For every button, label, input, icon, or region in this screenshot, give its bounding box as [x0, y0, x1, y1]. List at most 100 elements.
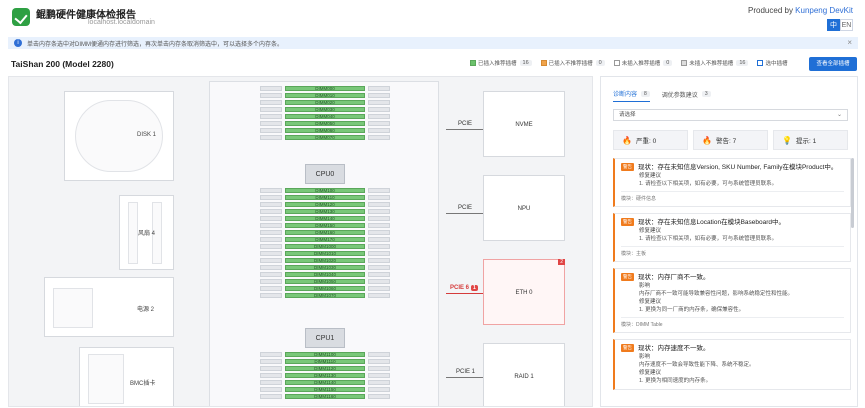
- dimm-slot[interactable]: DIMM1110: [285, 359, 365, 364]
- severity-hint[interactable]: 💡 提示: 1: [773, 130, 848, 150]
- list-item[interactable]: 警告 现状：内存速度不一致。 影响 内存速度不一致会导致性能下降、系统不稳定。 修…: [613, 339, 851, 390]
- pcie-card-nvme[interactable]: NVME: [483, 91, 565, 157]
- dimm-slot[interactable]: DIMM1130: [285, 373, 365, 378]
- dimm-slot[interactable]: DIMM1060: [285, 286, 365, 291]
- dimm-slot-empty[interactable]: [260, 188, 282, 193]
- dimm-slot-empty[interactable]: [260, 394, 282, 399]
- dimm-slot-empty[interactable]: [260, 387, 282, 392]
- dimm-slot-empty[interactable]: [260, 244, 282, 249]
- dimm-slot-empty[interactable]: [368, 202, 390, 207]
- dimm-slot-empty[interactable]: [260, 380, 282, 385]
- dimm-slot[interactable]: DIMM1000: [285, 244, 365, 249]
- dimm-slot-empty[interactable]: [368, 121, 390, 126]
- disk-component[interactable]: DISK 1: [64, 91, 174, 181]
- dimm-slot-empty[interactable]: [368, 209, 390, 214]
- dimm-slot-empty[interactable]: [368, 223, 390, 228]
- dimm-slot-empty[interactable]: [260, 352, 282, 357]
- list-item[interactable]: 警告 现状：内存厂商不一致。 影响 内存厂商不一致可能导致兼容性问题，影响系统稳定…: [613, 268, 851, 333]
- dimm-slot-empty[interactable]: [260, 209, 282, 214]
- tab-diagnosis[interactable]: 诊断内容 8: [613, 89, 650, 102]
- dimm-slot-empty[interactable]: [260, 202, 282, 207]
- dimm-slot-empty[interactable]: [368, 230, 390, 235]
- dimm-slot-empty[interactable]: [368, 279, 390, 284]
- dimm-slot[interactable]: DIMM150: [285, 223, 365, 228]
- dimm-slot-empty[interactable]: [260, 216, 282, 221]
- fan-component[interactable]: 风扇 4: [119, 195, 174, 270]
- dimm-slot-empty[interactable]: [260, 114, 282, 119]
- dimm-slot-empty[interactable]: [368, 286, 390, 291]
- list-item[interactable]: 警告 现状：存在未知信息Location在模块Baseboard中。 修复建议 1…: [613, 213, 851, 262]
- view-all-slots-button[interactable]: 查看全部插槽: [809, 57, 857, 71]
- dimm-slot-empty[interactable]: [260, 86, 282, 91]
- dimm-slot[interactable]: DIMM050: [285, 121, 365, 126]
- dimm-slot-empty[interactable]: [260, 195, 282, 200]
- psu-component[interactable]: 电源 2: [44, 277, 174, 337]
- dimm-slot[interactable]: DIMM160: [285, 230, 365, 235]
- dimm-slot-empty[interactable]: [260, 286, 282, 291]
- dimm-slot-empty[interactable]: [368, 114, 390, 119]
- dimm-slot-empty[interactable]: [368, 93, 390, 98]
- lang-en-button[interactable]: EN: [840, 19, 853, 31]
- dimm-slot-empty[interactable]: [260, 237, 282, 242]
- dimm-slot-empty[interactable]: [260, 128, 282, 133]
- dimm-slot-empty[interactable]: [368, 244, 390, 249]
- dimm-slot-empty[interactable]: [260, 100, 282, 105]
- dimm-slot-empty[interactable]: [368, 293, 390, 298]
- dimm-slot[interactable]: DIMM140: [285, 216, 365, 221]
- dimm-slot-empty[interactable]: [368, 237, 390, 242]
- dimm-slot[interactable]: DIMM1040: [285, 272, 365, 277]
- pcie-card-eth[interactable]: 2 ETH 0: [483, 259, 565, 325]
- dimm-slot-empty[interactable]: [368, 265, 390, 270]
- dimm-slot-empty[interactable]: [368, 394, 390, 399]
- dimm-slot-empty[interactable]: [260, 230, 282, 235]
- dimm-slot-empty[interactable]: [368, 352, 390, 357]
- dimm-slot[interactable]: DIMM1150: [285, 387, 365, 392]
- dimm-slot-empty[interactable]: [368, 387, 390, 392]
- dimm-slot-empty[interactable]: [368, 128, 390, 133]
- dimm-slot[interactable]: DIMM030: [285, 107, 365, 112]
- severity-critical[interactable]: 🔥 严重: 0: [613, 130, 688, 150]
- dimm-slot-empty[interactable]: [260, 272, 282, 277]
- dimm-slot[interactable]: DIMM060: [285, 128, 365, 133]
- dimm-slot[interactable]: DIMM100: [285, 188, 365, 193]
- scrollbar[interactable]: [851, 158, 854, 228]
- pcie-card-raid[interactable]: RAID 1: [483, 343, 565, 406]
- dimm-slot-empty[interactable]: [368, 373, 390, 378]
- dimm-slot-empty[interactable]: [368, 216, 390, 221]
- dimm-slot-empty[interactable]: [260, 135, 282, 140]
- dimm-slot-empty[interactable]: [368, 251, 390, 256]
- cpu1[interactable]: CPU1: [305, 328, 345, 348]
- dimm-slot-empty[interactable]: [260, 121, 282, 126]
- dimm-slot[interactable]: DIMM010: [285, 93, 365, 98]
- dimm-slot[interactable]: DIMM1070: [285, 293, 365, 298]
- dimm-slot[interactable]: DIMM1140: [285, 380, 365, 385]
- list-item[interactable]: 警告 现状：存在未知信息Version, SKU Number, Family在模…: [613, 158, 851, 207]
- dimm-slot-empty[interactable]: [260, 107, 282, 112]
- dimm-slot-empty[interactable]: [260, 366, 282, 371]
- dimm-slot[interactable]: DIMM000: [285, 86, 365, 91]
- severity-warning[interactable]: 🔥 警告: 7: [693, 130, 768, 150]
- cpu0[interactable]: CPU0: [305, 164, 345, 184]
- dimm-slot[interactable]: DIMM1120: [285, 366, 365, 371]
- dimm-slot[interactable]: DIMM1010: [285, 251, 365, 256]
- dimm-slot-empty[interactable]: [368, 107, 390, 112]
- dimm-slot-empty[interactable]: [368, 86, 390, 91]
- tab-tuning[interactable]: 调优参数建议 3: [662, 89, 711, 102]
- dimm-slot-empty[interactable]: [368, 366, 390, 371]
- dimm-slot[interactable]: DIMM1050: [285, 279, 365, 284]
- dimm-slot-empty[interactable]: [368, 272, 390, 277]
- dimm-slot-empty[interactable]: [368, 258, 390, 263]
- dimm-slot[interactable]: DIMM020: [285, 100, 365, 105]
- dimm-slot-empty[interactable]: [368, 100, 390, 105]
- dimm-slot[interactable]: DIMM070: [285, 135, 365, 140]
- dimm-slot-empty[interactable]: [260, 359, 282, 364]
- dimm-slot[interactable]: DIMM110: [285, 195, 365, 200]
- dimm-slot-empty[interactable]: [260, 293, 282, 298]
- dimm-slot-empty[interactable]: [260, 265, 282, 270]
- dimm-slot-empty[interactable]: [368, 135, 390, 140]
- dimm-slot-empty[interactable]: [260, 279, 282, 284]
- dimm-slot[interactable]: DIMM1160: [285, 394, 365, 399]
- pcie-card-npu[interactable]: NPU: [483, 175, 565, 241]
- lang-zh-button[interactable]: 中: [827, 19, 840, 31]
- dimm-slot-empty[interactable]: [260, 223, 282, 228]
